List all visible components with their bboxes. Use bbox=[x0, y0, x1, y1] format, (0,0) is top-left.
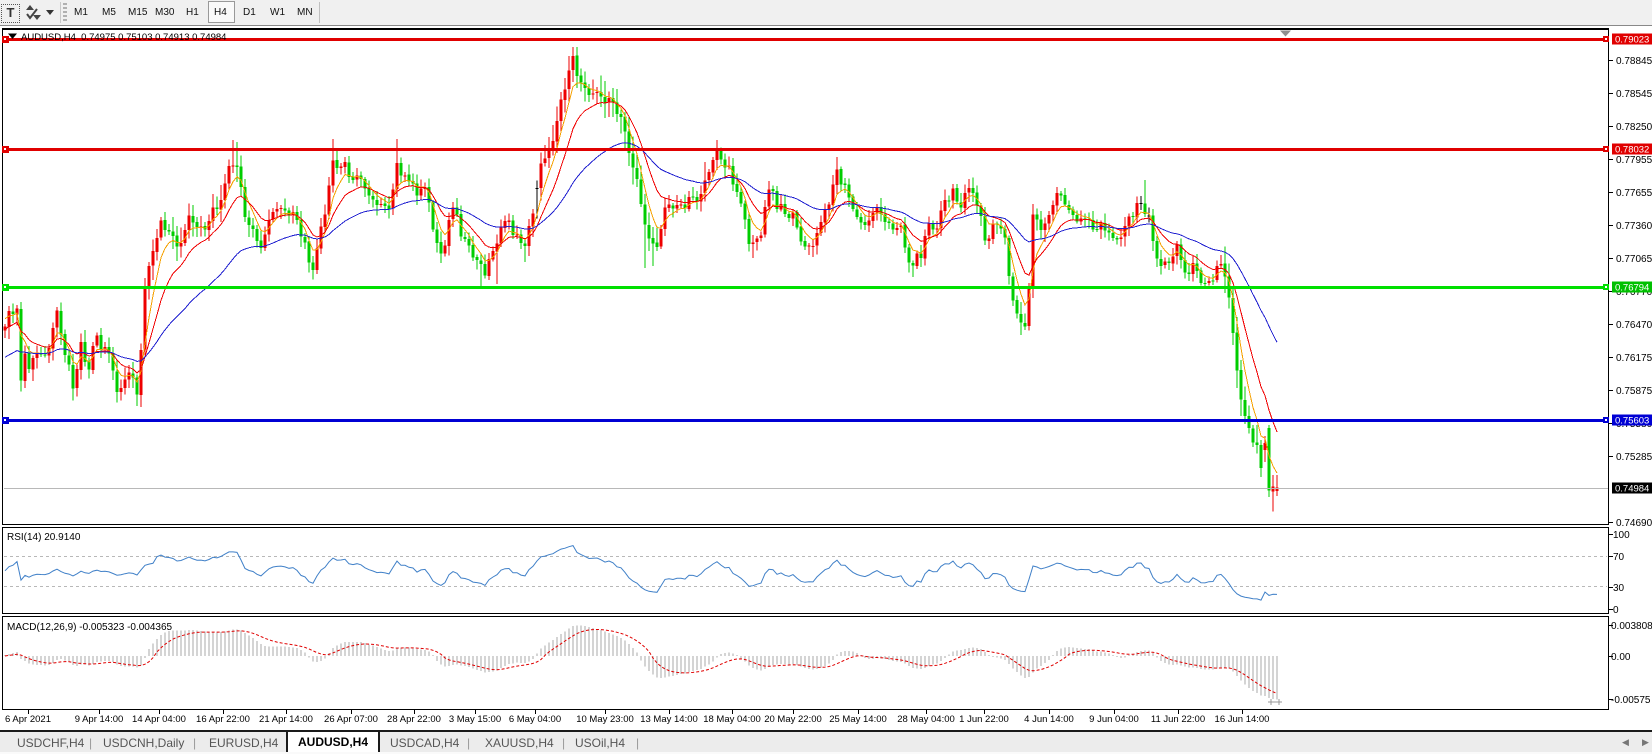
svg-text:0.78250: 0.78250 bbox=[1616, 122, 1652, 133]
svg-text:0.77655: 0.77655 bbox=[1616, 188, 1652, 199]
svg-text:0.78545: 0.78545 bbox=[1616, 89, 1652, 100]
svg-text:18 May 04:00: 18 May 04:00 bbox=[703, 714, 761, 725]
svg-text:1 Jun 22:00: 1 Jun 22:00 bbox=[959, 714, 1009, 725]
svg-text:0.74690: 0.74690 bbox=[1616, 518, 1652, 529]
svg-text:10 May 23:00: 10 May 23:00 bbox=[576, 714, 634, 725]
svg-text:0.78845: 0.78845 bbox=[1616, 56, 1652, 67]
svg-text:9 Apr 14:00: 9 Apr 14:00 bbox=[75, 714, 124, 725]
svg-text:AUDUSD,H4 0.74975 0.75103 0.7: AUDUSD,H4 0.74975 0.75103 0.74913 0.7498… bbox=[21, 32, 226, 43]
svg-text:20 May 22:00: 20 May 22:00 bbox=[764, 714, 822, 725]
svg-text:0.77955: 0.77955 bbox=[1616, 155, 1652, 166]
svg-text:0.00: 0.00 bbox=[1611, 652, 1631, 663]
svg-text:25 May 14:00: 25 May 14:00 bbox=[829, 714, 887, 725]
svg-text:3 May 15:00: 3 May 15:00 bbox=[449, 714, 501, 725]
svg-text:MACD(12,26,9) -0.005323 -0.004: MACD(12,26,9) -0.005323 -0.004365 bbox=[7, 622, 173, 633]
svg-text:0.77065: 0.77065 bbox=[1616, 254, 1652, 265]
svg-text:0.76470: 0.76470 bbox=[1616, 320, 1652, 331]
svg-text:11 Jun 22:00: 11 Jun 22:00 bbox=[1151, 714, 1205, 725]
svg-text:13 May 14:00: 13 May 14:00 bbox=[640, 714, 698, 725]
svg-text:0.76175: 0.76175 bbox=[1616, 353, 1652, 364]
svg-text:30: 30 bbox=[1613, 583, 1625, 594]
svg-text:0.78032: 0.78032 bbox=[1615, 145, 1649, 156]
svg-text:28 May 04:00: 28 May 04:00 bbox=[897, 714, 955, 725]
svg-text:0.75875: 0.75875 bbox=[1616, 386, 1652, 397]
svg-text:16 Apr 22:00: 16 Apr 22:00 bbox=[196, 714, 250, 725]
svg-text:6 Apr 2021: 6 Apr 2021 bbox=[5, 714, 51, 725]
svg-text:14 Apr 04:00: 14 Apr 04:00 bbox=[132, 714, 186, 725]
svg-text:4 Jun 14:00: 4 Jun 14:00 bbox=[1024, 714, 1074, 725]
svg-text:6 May 04:00: 6 May 04:00 bbox=[509, 714, 561, 725]
svg-text:0.74984: 0.74984 bbox=[1615, 484, 1649, 495]
svg-text:21 Apr 14:00: 21 Apr 14:00 bbox=[259, 714, 313, 725]
svg-text:0.76794: 0.76794 bbox=[1615, 283, 1649, 294]
svg-text:0.003808: 0.003808 bbox=[1611, 621, 1652, 632]
svg-text:100: 100 bbox=[1613, 530, 1630, 541]
svg-text:9 Jun 04:00: 9 Jun 04:00 bbox=[1089, 714, 1139, 725]
svg-text:0.77360: 0.77360 bbox=[1616, 221, 1652, 232]
svg-text:16 Jun 14:00: 16 Jun 14:00 bbox=[1215, 714, 1270, 725]
svg-text:RSI(14) 20.9140: RSI(14) 20.9140 bbox=[7, 532, 81, 543]
svg-text:28 Apr 22:00: 28 Apr 22:00 bbox=[387, 714, 441, 725]
svg-text:-0.00575: -0.00575 bbox=[1611, 695, 1651, 706]
svg-text:0.75603: 0.75603 bbox=[1615, 416, 1649, 427]
svg-text:0: 0 bbox=[1613, 605, 1619, 616]
svg-text:0.75285: 0.75285 bbox=[1616, 452, 1652, 463]
svg-text:0.79023: 0.79023 bbox=[1615, 35, 1649, 46]
svg-text:70: 70 bbox=[1613, 552, 1625, 563]
svg-text:26 Apr 07:00: 26 Apr 07:00 bbox=[324, 714, 378, 725]
